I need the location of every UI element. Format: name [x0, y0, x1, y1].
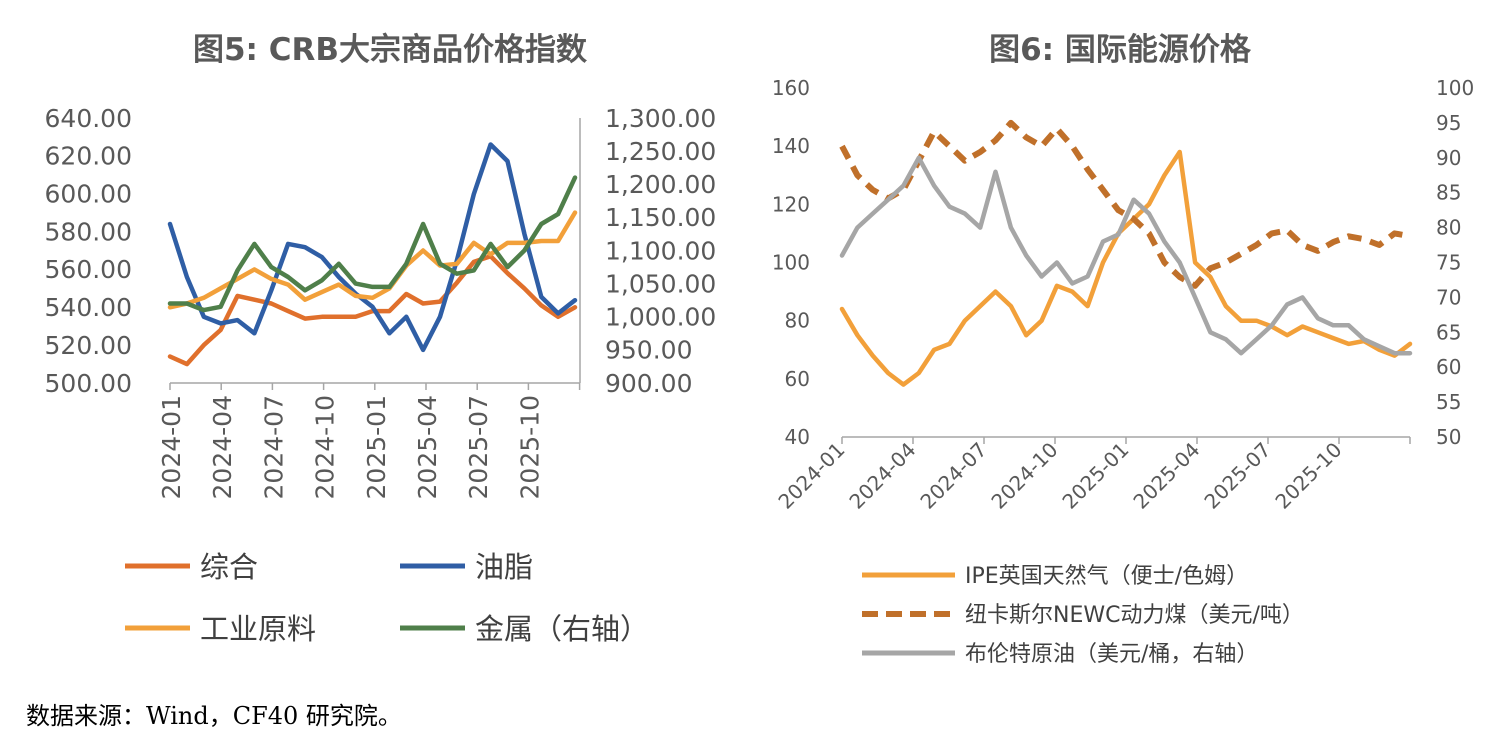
- series-line-1: [839, 119, 1411, 289]
- chart6-left-ticks: 40 60 80 100 120 140 160: [772, 76, 810, 449]
- x-tick-label: 2024-10: [986, 438, 1062, 514]
- x-tick-label: 2024-04: [208, 395, 237, 499]
- y-left-tick-label: 620.00: [45, 142, 132, 171]
- x-tick-label: 2025-10: [515, 395, 544, 499]
- y-right-tick-label: 100: [1436, 76, 1474, 100]
- x-tick-label: 2025-04: [413, 395, 442, 499]
- legend-label-oils: 油脂: [475, 550, 533, 584]
- y-right-tick-label: 900.00: [605, 369, 692, 398]
- y-left-tick-label: 520.00: [45, 331, 132, 360]
- y-left-tick-label: 600.00: [45, 179, 132, 208]
- y-right-tick-label: 65: [1436, 320, 1461, 344]
- series-line-2: [167, 210, 578, 310]
- y-right-tick-label: 1,250.00: [605, 137, 716, 166]
- legend-label-brent: 布伦特原油（美元/桶，右轴）: [965, 642, 1258, 667]
- chart5-x-ticks: 2024-01 2024-04 2024-07 2024-10 2025-01 2025-…: [157, 383, 581, 499]
- y-left-tick-label: 160: [772, 76, 810, 100]
- x-tick-label: 2024-07: [259, 395, 288, 499]
- y-right-tick-label: 90: [1436, 146, 1461, 170]
- y-left-tick-label: 120: [772, 192, 810, 216]
- y-right-tick-label: 60: [1436, 355, 1461, 379]
- y-right-tick-label: 950.00: [605, 336, 692, 365]
- legend-label-newc-coal: 纽卡斯尔NEWC动力煤（美元/吨）: [965, 603, 1304, 628]
- x-tick-label: 2024-10: [311, 395, 340, 499]
- y-left-tick-label: 500.00: [45, 369, 132, 398]
- y-right-tick-label: 1,100.00: [605, 236, 716, 265]
- x-tick-label: 2024-07: [915, 438, 991, 514]
- legend-label-industrial: 工业原料: [200, 612, 316, 646]
- chart5-left-ticks: 500.00 520.00 540.00 560.00 580.00 600.00 620.…: [45, 104, 132, 398]
- y-left-tick-label: 580.00: [45, 217, 132, 246]
- y-left-tick-label: 100: [772, 251, 810, 275]
- x-tick-label: 2024-01: [157, 395, 186, 499]
- chart6-legend: IPE英国天然气（便士/色姆） 纽卡斯尔NEWC动力煤（美元/吨） 布伦特原油（…: [862, 564, 1304, 667]
- chart6-title: 图6: 国际能源价格: [989, 32, 1252, 68]
- y-left-tick-label: 60: [785, 367, 810, 391]
- x-tick-label: 2025-10: [1270, 438, 1346, 514]
- y-right-tick-label: 80: [1436, 216, 1461, 240]
- y-right-tick-label: 95: [1436, 111, 1461, 135]
- y-right-tick-label: 1,300.00: [605, 104, 716, 133]
- series-line-3: [167, 175, 578, 313]
- y-left-tick-label: 80: [785, 309, 810, 333]
- chart6-series: [839, 119, 1413, 387]
- x-tick-label: 2025-07: [1199, 438, 1275, 514]
- source-note: 数据来源：Wind，CF40 研究院。: [26, 702, 402, 730]
- y-right-tick-label: 1,200.00: [605, 170, 716, 199]
- chart5-axes: [170, 118, 581, 384]
- chart5-right-ticks: 900.00 950.00 1,000.00 1,050.00 1,100.00 1,15…: [605, 104, 716, 398]
- x-tick-label: 2025-04: [1128, 438, 1204, 514]
- y-right-tick-label: 75: [1436, 251, 1461, 275]
- legend-label-metals: 金属（右轴）: [475, 612, 649, 646]
- y-right-tick-label: 1,000.00: [605, 303, 716, 332]
- y-right-tick-label: 70: [1436, 285, 1461, 309]
- legend-label-uk-gas: IPE英国天然气（便士/色姆）: [965, 564, 1248, 589]
- chart5-legend: 综合 油脂 工业原料 金属（右轴）: [125, 550, 649, 646]
- series-line-0: [167, 253, 578, 367]
- series-line-2: [839, 155, 1413, 356]
- series-line-1: [167, 142, 578, 353]
- y-right-tick-label: 1,150.00: [605, 203, 716, 232]
- x-tick-label: 2025-01: [362, 395, 391, 499]
- x-tick-label: 2025-01: [1057, 438, 1133, 514]
- chart6: 图6: 国际能源价格 40 60 80 100 120 140 160 50 55 60 65 70…: [772, 32, 1474, 667]
- y-left-tick-label: 640.00: [45, 104, 132, 133]
- series-line-0: [839, 149, 1413, 387]
- y-left-tick-label: 560.00: [45, 255, 132, 284]
- y-left-tick-label: 40: [785, 425, 810, 449]
- chart6-x-ticks: 2024-012024-042024-072024-102025-012025-…: [773, 437, 1411, 514]
- chart5-title: 图5: CRB大宗商品价格指数: [193, 32, 587, 68]
- chart5-series: [167, 142, 578, 367]
- chart5: 图5: CRB大宗商品价格指数 500.00 520.00 540.00 560.00…: [45, 32, 717, 646]
- y-left-tick-label: 140: [772, 134, 810, 158]
- chart6-right-ticks: 50 55 60 65 70 75 80 85 90 95 100: [1436, 76, 1474, 449]
- x-tick-label: 2025-07: [464, 395, 493, 499]
- y-right-tick-label: 50: [1436, 425, 1461, 449]
- x-tick-label: 2024-04: [844, 438, 920, 514]
- y-left-tick-label: 540.00: [45, 293, 132, 322]
- legend-label-composite: 综合: [200, 550, 258, 584]
- y-right-tick-label: 55: [1436, 390, 1461, 414]
- y-right-tick-label: 1,050.00: [605, 269, 716, 298]
- y-right-tick-label: 85: [1436, 181, 1461, 205]
